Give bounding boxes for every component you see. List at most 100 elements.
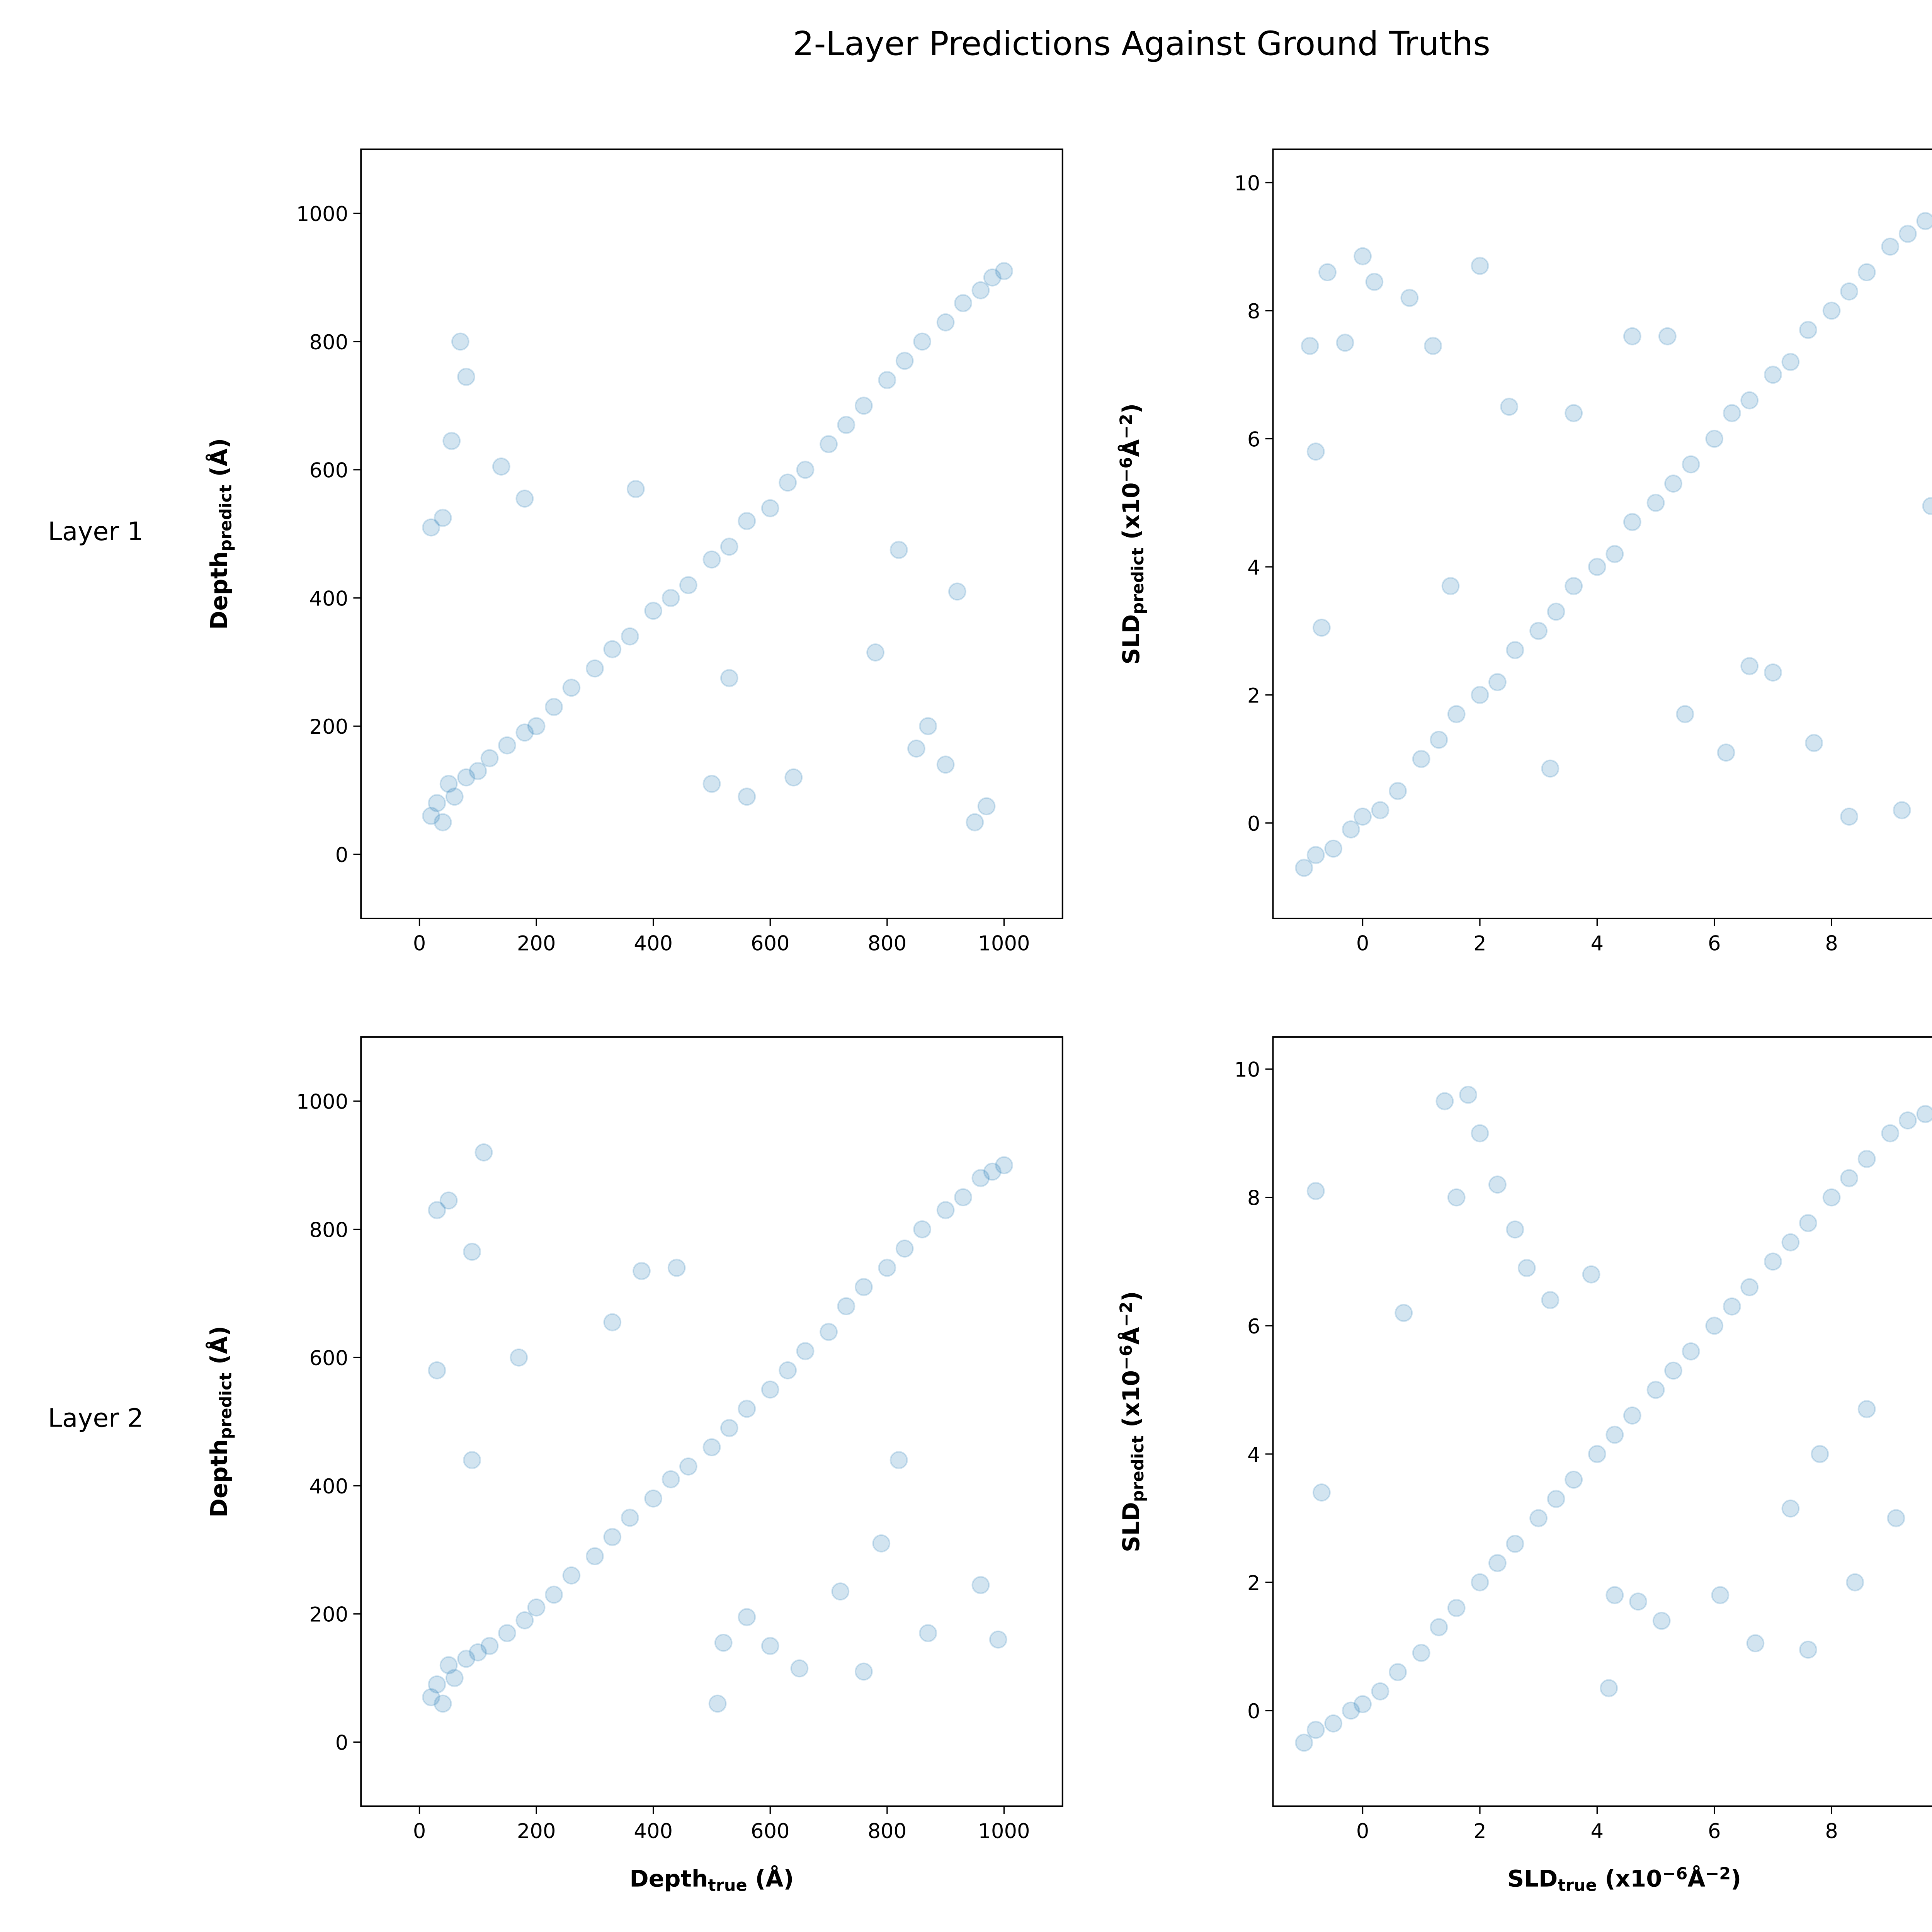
- point: [1881, 1124, 1900, 1143]
- point: [1336, 333, 1354, 352]
- point: [837, 1297, 855, 1316]
- point: [1529, 1509, 1548, 1527]
- y-tick-label: 200: [309, 1603, 348, 1627]
- label-part: −6: [1116, 457, 1136, 483]
- point: [1805, 734, 1823, 752]
- point: [977, 797, 996, 816]
- point: [1324, 1714, 1343, 1733]
- point: [761, 1380, 779, 1399]
- point: [1500, 398, 1519, 416]
- label-part: (x10: [1118, 482, 1145, 548]
- point: [720, 537, 738, 556]
- point: [1664, 474, 1682, 493]
- point: [989, 1630, 1007, 1649]
- point: [1746, 1634, 1765, 1653]
- y-tick-label: 0: [335, 1731, 349, 1755]
- point: [971, 281, 990, 299]
- point: [971, 1169, 990, 1187]
- point: [603, 640, 622, 658]
- x-tick-label: 200: [517, 932, 556, 955]
- point: [498, 736, 516, 755]
- point: [1565, 404, 1583, 422]
- point: [1312, 619, 1331, 637]
- plot-frame: [1272, 148, 1932, 919]
- y-tick-label: 0: [1247, 1700, 1260, 1723]
- point: [434, 1694, 452, 1713]
- point: [480, 749, 499, 767]
- point: [708, 1694, 727, 1713]
- point: [1898, 1111, 1917, 1130]
- point: [1389, 782, 1407, 800]
- label-part: Å: [1118, 1327, 1145, 1345]
- point: [995, 262, 1013, 280]
- point: [1541, 1291, 1560, 1310]
- point: [1301, 337, 1319, 355]
- points: [422, 1143, 1013, 1713]
- point: [702, 1438, 721, 1456]
- point: [1898, 224, 1917, 243]
- y-tick-label: 4: [1247, 556, 1260, 580]
- point: [1588, 1445, 1606, 1463]
- point: [1295, 1733, 1313, 1752]
- point: [428, 1675, 446, 1694]
- point: [954, 294, 972, 312]
- point: [1547, 1490, 1565, 1508]
- x-tick-label: 4: [1591, 1820, 1604, 1843]
- point: [1857, 1400, 1876, 1418]
- point: [1705, 430, 1724, 448]
- label-part: SLD: [1118, 1502, 1145, 1552]
- point: [1371, 1682, 1389, 1701]
- point: [831, 1582, 850, 1601]
- point: [474, 1143, 493, 1162]
- point: [1424, 337, 1442, 355]
- point: [1600, 1679, 1618, 1697]
- label-part: −2: [1116, 1301, 1136, 1327]
- point: [895, 352, 914, 370]
- y-tick-label: 2: [1247, 684, 1260, 707]
- point: [1740, 391, 1759, 410]
- point: [738, 787, 756, 806]
- point: [1459, 1085, 1478, 1104]
- point: [1676, 705, 1694, 723]
- point: [796, 1342, 815, 1361]
- point: [854, 1662, 873, 1681]
- y-tick-label: 4: [1247, 1443, 1260, 1467]
- label-part: (Å): [206, 1326, 233, 1372]
- point: [796, 461, 815, 479]
- point: [1312, 1483, 1331, 1502]
- point: [644, 602, 663, 620]
- point: [720, 669, 738, 687]
- point: [1881, 237, 1900, 256]
- y-tick-label: 10: [1234, 1058, 1260, 1082]
- x-tick-label: 800: [867, 1820, 906, 1843]
- x-tick-label: 0: [1356, 932, 1369, 955]
- y-tick-label: 1000: [296, 1090, 348, 1114]
- point: [1799, 1640, 1817, 1659]
- label-part: Depth: [206, 1439, 233, 1517]
- point: [1306, 846, 1325, 864]
- label-part: (x10: [1597, 1866, 1662, 1892]
- point: [1799, 1214, 1817, 1232]
- point: [1711, 1586, 1730, 1604]
- point: [1916, 1105, 1932, 1123]
- axis-label: Depthpredict (Å): [206, 1326, 236, 1517]
- y-tick-label: 1000: [296, 202, 348, 226]
- y-tick-label: 0: [335, 844, 349, 867]
- y-tick-label: 800: [309, 1218, 348, 1242]
- point: [1740, 1278, 1759, 1296]
- point: [1541, 759, 1560, 778]
- point: [1547, 602, 1565, 621]
- point: [1517, 1259, 1536, 1277]
- point: [1441, 577, 1460, 595]
- point: [562, 1566, 581, 1585]
- point: [1506, 641, 1524, 659]
- point: [889, 541, 908, 559]
- point: [936, 313, 955, 332]
- point: [545, 1585, 563, 1604]
- point: [469, 1643, 487, 1662]
- point: [1822, 1188, 1841, 1207]
- point: [1582, 1265, 1600, 1284]
- y-tick-label: 0: [1247, 812, 1260, 836]
- point: [428, 1201, 446, 1219]
